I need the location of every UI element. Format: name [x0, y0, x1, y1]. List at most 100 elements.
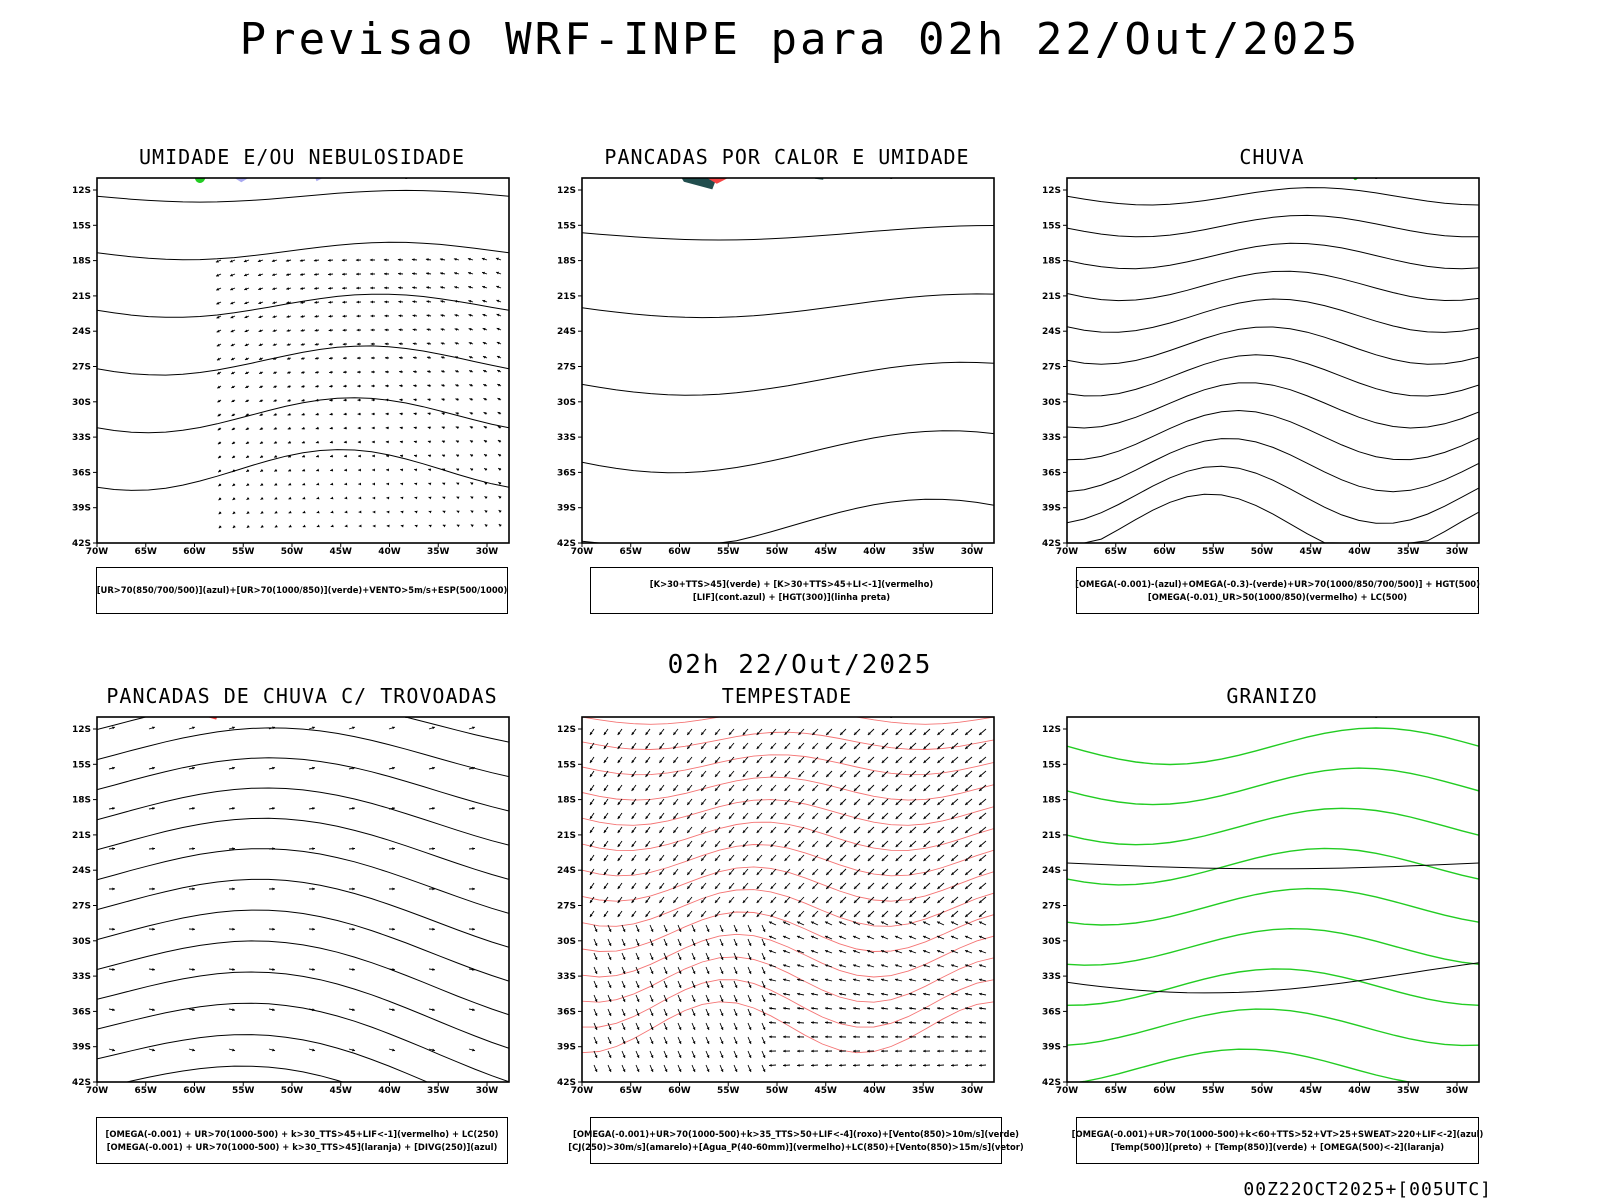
wind-vector-head: [498, 496, 502, 499]
wind-vector-head: [617, 774, 621, 777]
wind-vector-head: [432, 847, 435, 851]
wind-vector-head: [965, 844, 969, 847]
wind-vector-head: [432, 1048, 435, 1052]
wind-vector-head: [756, 816, 760, 819]
streamline: [97, 787, 509, 846]
wind-vector-head: [272, 273, 275, 277]
lat-tick-label: 33S: [72, 433, 91, 443]
wind-vector-head: [257, 259, 261, 263]
wind-vector-head: [895, 978, 898, 982]
wind-vector-head: [218, 483, 222, 487]
wind-vector-head: [783, 1006, 786, 1010]
wind-vector-head: [756, 802, 760, 805]
wind-vector-head: [428, 468, 432, 472]
wind-vector-head: [770, 816, 774, 819]
wind-vector-head: [358, 524, 362, 528]
wind-vector-head: [315, 398, 319, 402]
streamline: [97, 1034, 429, 1082]
wind-vector-head: [385, 440, 389, 444]
wind-vector-head: [603, 886, 607, 889]
wind-vector-head: [734, 999, 738, 1002]
wind-vector-head: [853, 760, 857, 763]
wind-vector-head: [825, 921, 828, 925]
wind-vector-head: [798, 844, 802, 847]
wind-vector-head: [881, 816, 885, 819]
wind-vector-head: [826, 886, 830, 889]
wind-vector-head: [112, 927, 115, 931]
wind-vector-head: [784, 816, 788, 819]
wind-vector-head: [895, 886, 899, 889]
wind-vector-head: [229, 259, 233, 263]
wind-vector-head: [427, 370, 431, 374]
wind-vector-head: [608, 1069, 612, 1072]
wind-vector-head: [867, 872, 871, 875]
wind-vector-head: [720, 971, 724, 974]
wind-vector-head: [456, 468, 460, 472]
wind-vector-head: [720, 1055, 724, 1058]
wind-vector-head: [748, 971, 752, 974]
wind-vector-head: [631, 900, 635, 903]
wind-vector-head: [770, 858, 774, 861]
wind-vector-head: [426, 272, 429, 276]
wind-vector-head: [426, 314, 430, 318]
wind-vector-head: [357, 398, 361, 402]
wind-vector-head: [328, 272, 331, 276]
wind-vector-head: [316, 482, 320, 486]
wind-vector-head: [811, 978, 814, 982]
contour-line: [582, 754, 994, 776]
wind-vector-head: [701, 844, 704, 847]
wind-vector-head: [400, 454, 403, 458]
lon-tick-label: 30W: [476, 547, 499, 557]
wind-vector-head: [152, 847, 155, 851]
panel-title-umidade: UMIDADE E/OU NEBULOSIDADE: [138, 145, 466, 169]
contour-line: [97, 293, 509, 318]
legend-line: [OMEGA(-0.001)+UR>70(1000-500)+k<60+TTS>…: [1071, 1128, 1484, 1139]
wind-vector-head: [287, 371, 291, 374]
wind-vector-head: [979, 802, 982, 805]
lon-tick-label: 60W: [1153, 1086, 1176, 1096]
wind-vector-head: [631, 802, 635, 805]
wind-vector-head: [783, 935, 786, 939]
lon-tick-label: 65W: [135, 547, 158, 557]
wind-vector-head: [384, 272, 387, 276]
wind-vector-head: [645, 872, 649, 875]
wind-vector-head: [232, 1048, 235, 1052]
wind-vector-head: [152, 968, 155, 971]
wind-vector-head: [895, 1021, 898, 1025]
wind-vector-head: [692, 943, 696, 946]
wind-vector-head: [216, 357, 220, 361]
wind-vector-head: [441, 412, 445, 416]
wind-vector-head: [232, 497, 236, 500]
wind-vector-head: [784, 760, 788, 763]
wind-vector-head: [328, 286, 331, 290]
wind-vector-head: [469, 370, 473, 373]
wind-vector-head: [288, 524, 292, 528]
wind-vector-head: [342, 286, 345, 290]
wind-vector-head: [811, 1021, 814, 1025]
wind-vector-head: [413, 412, 417, 416]
wind-vector-head: [706, 943, 710, 946]
wind-vector-head: [979, 992, 982, 996]
wind-vector-head: [923, 746, 927, 749]
wind-vector-head: [432, 1008, 435, 1012]
streamline: [97, 717, 509, 743]
wind-vector-head: [867, 978, 870, 982]
wind-vector-head: [370, 272, 373, 276]
wind-vector-head: [687, 732, 690, 735]
wind-vector-head: [314, 342, 318, 346]
wind-vector-head: [923, 774, 927, 777]
wind-vector-head: [232, 968, 235, 971]
wind-vector-head: [344, 454, 347, 458]
wind-vector-head: [867, 1035, 870, 1039]
wind-vector-head: [895, 844, 899, 847]
lon-tick-label: 50W: [766, 547, 789, 557]
wind-vector-head: [472, 1008, 475, 1012]
wind-vector-head: [979, 816, 982, 819]
wind-vector-head: [748, 1055, 752, 1058]
wind-vector-head: [484, 468, 488, 471]
wind-vector-head: [673, 774, 677, 777]
wind-vector-head: [496, 355, 500, 359]
wind-vector-head: [951, 830, 955, 833]
wind-vector-head: [812, 774, 816, 777]
legend-line: [OMEGA(-0.001)+UR>70(1000-500)+k>35_TTS>…: [573, 1128, 1019, 1139]
